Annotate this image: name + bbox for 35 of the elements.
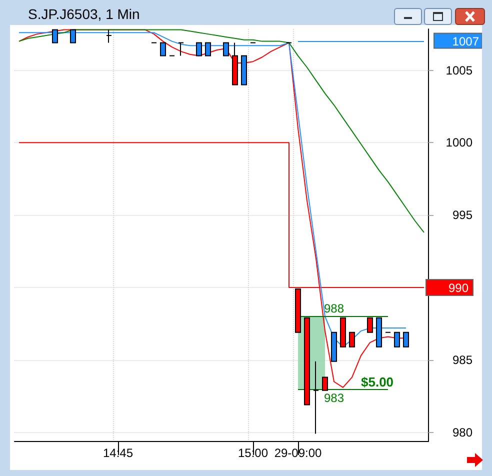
y-tick-label: 980 <box>452 425 473 440</box>
candlestick <box>367 317 373 333</box>
candlestick <box>223 42 229 56</box>
candlestick <box>304 317 310 406</box>
chart-title: S.JP.J6503, 1 Min <box>28 6 140 22</box>
annotation: 988 <box>324 301 344 316</box>
y-tick-label: 1005 <box>446 63 473 78</box>
candlestick <box>340 317 346 348</box>
candlestick <box>196 42 202 56</box>
candlestick <box>394 332 400 348</box>
candlestick <box>178 42 184 56</box>
ref-line-label: 1007 <box>452 34 480 48</box>
candlestick <box>331 332 337 362</box>
candlestick <box>322 376 328 391</box>
annotation: $5.00 <box>361 374 394 390</box>
x-tick-label: 14:45 <box>102 446 134 460</box>
candlestick <box>205 42 211 56</box>
candlestick <box>241 55 247 86</box>
y-tick-label: 985 <box>452 352 473 367</box>
candlestick <box>70 29 76 44</box>
line-series <box>18 29 424 233</box>
candlestick <box>313 360 319 434</box>
y-tick-label: 995 <box>452 208 473 222</box>
annotation: 983 <box>324 390 344 405</box>
candlestick <box>52 29 58 44</box>
x-tick-label: 29-09:00 <box>274 446 322 460</box>
y-tick-label: 990 <box>448 280 469 295</box>
candlestick <box>106 29 112 44</box>
candlestick <box>376 317 382 348</box>
candlestick <box>160 42 166 56</box>
candlestick <box>403 332 409 348</box>
x-tick-label: 15:00 <box>238 446 268 460</box>
y-tick-label: 1000 <box>446 136 473 150</box>
candlestick <box>232 42 238 86</box>
candlestick <box>349 332 355 348</box>
